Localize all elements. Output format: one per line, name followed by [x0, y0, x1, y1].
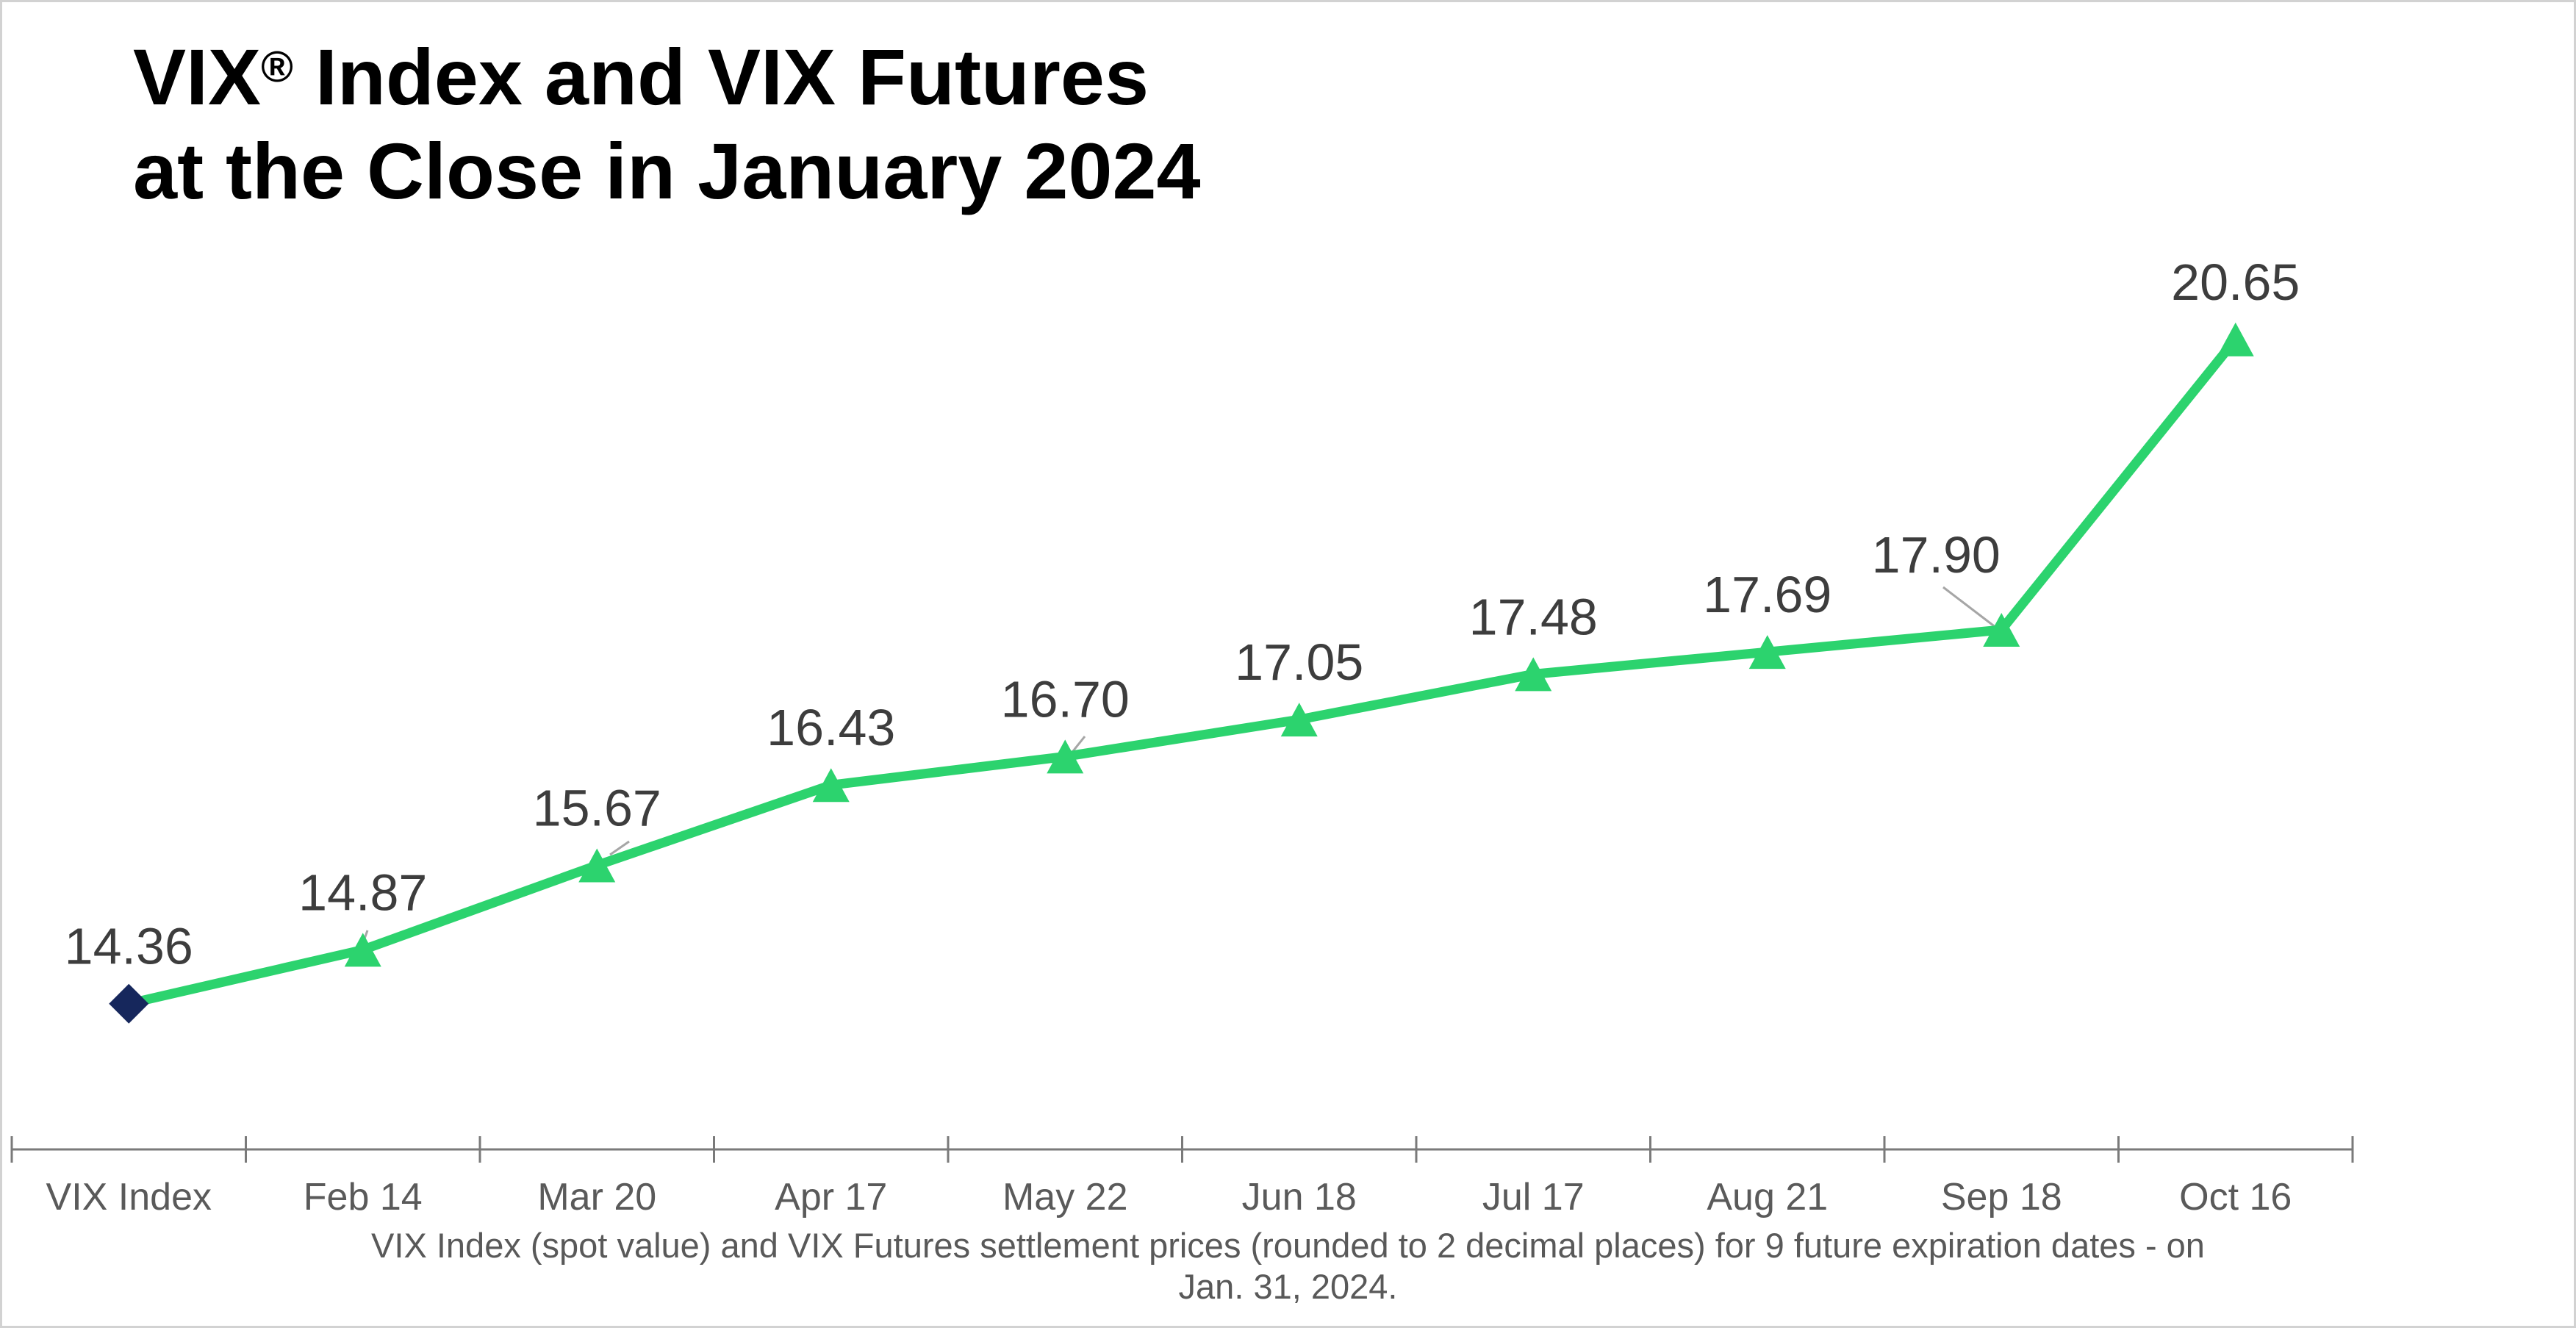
category-label: VIX Index [46, 1176, 212, 1218]
category-label: Oct 16 [2179, 1176, 2292, 1218]
data-point-label: 14.36 [65, 918, 193, 975]
category-label: Jun 18 [1242, 1176, 1357, 1218]
label-leader-lines [359, 586, 1997, 952]
caption-line-2: Jan. 31, 2024. [1178, 1267, 1398, 1306]
data-point-label: 20.65 [2171, 254, 2300, 311]
data-point-marker-triangle [1047, 739, 1084, 774]
data-point-marker-diamond [109, 983, 149, 1024]
data-point-label: 16.43 [767, 699, 895, 756]
data-point-marker-triangle [578, 848, 616, 883]
category-label: Mar 20 [537, 1176, 656, 1218]
data-point-marker-triangle [1748, 635, 1786, 670]
title-line-1: VIX® Index and VIX Futures [133, 30, 1201, 124]
series-line [127, 336, 2239, 1009]
data-point-label: 16.70 [1001, 670, 1130, 728]
data-point-marker-triangle [1280, 703, 1318, 737]
data-point-label: 15.67 [533, 779, 661, 836]
data-point-marker-triangle [344, 933, 381, 967]
data-point-label: 17.48 [1469, 588, 1598, 645]
title-brand: VIX [133, 32, 262, 121]
data-point-marker-triangle [1983, 612, 2020, 647]
data-point-label: 14.87 [298, 864, 427, 921]
x-axis [10, 1136, 2354, 1163]
data-label-leader-line [609, 840, 630, 856]
data-point-label: 17.90 [1872, 526, 2001, 584]
data-point-marker-triangle [1515, 657, 1552, 692]
category-label: Feb 14 [304, 1176, 423, 1218]
category-label: Aug 21 [1707, 1176, 1828, 1218]
registered-trademark-symbol: ® [261, 42, 293, 92]
chart-title: VIX® Index and VIX Futures at the Close … [133, 30, 1201, 218]
category-label: Jul 17 [1482, 1176, 1585, 1218]
title-line-1-rest: Index and VIX Futures [293, 32, 1149, 121]
series-markers [109, 322, 2254, 1024]
data-point-label: 17.05 [1235, 634, 1363, 691]
series-polyline [127, 336, 2239, 1009]
data-point-marker-triangle [812, 768, 850, 803]
data-point-label: 17.69 [1703, 566, 1831, 623]
data-point-marker-triangle [2217, 322, 2254, 356]
category-label: Sep 18 [1941, 1176, 2062, 1218]
category-axis-labels: VIX Index Feb 14 Mar 20 Apr 17 May 22 Jun 18 J… [46, 1176, 2292, 1218]
title-line-2: at the Close in January 2024 [133, 126, 1201, 215]
data-labels: 14.36 14.87 15.67 16.43 16.70 17.05 17.48 17.69… [65, 254, 2300, 975]
chart-caption: VIX Index (spot value) and VIX Futures s… [2, 1225, 2574, 1307]
category-label: May 22 [1002, 1176, 1128, 1218]
category-label: Apr 17 [775, 1176, 887, 1218]
data-label-leader-line [1942, 586, 1997, 629]
caption-line-1: VIX Index (spot value) and VIX Futures s… [371, 1226, 2205, 1265]
